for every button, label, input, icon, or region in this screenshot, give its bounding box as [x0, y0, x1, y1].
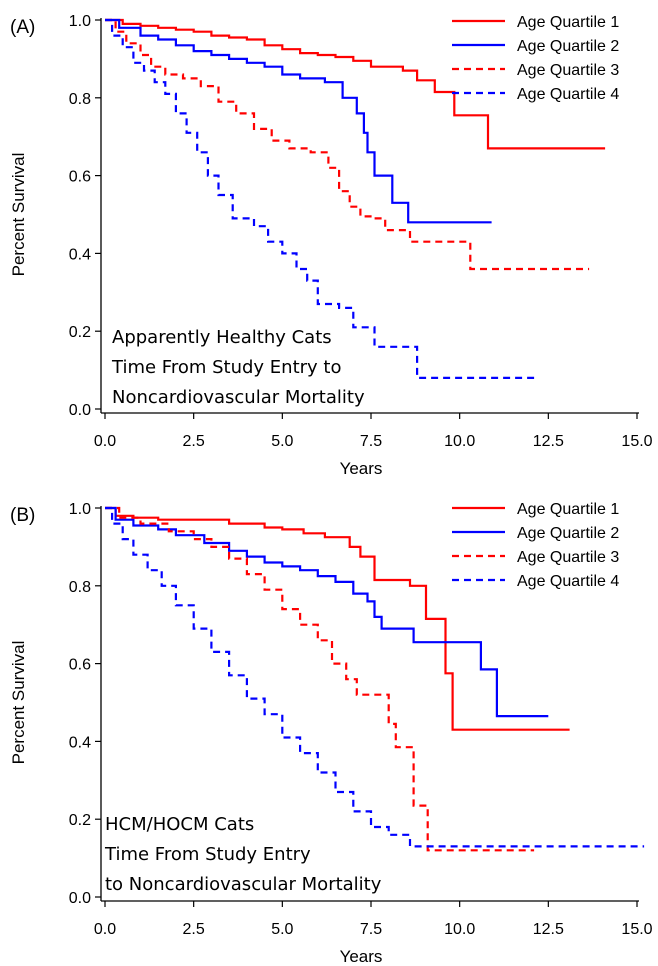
y-tick-label: 0.4 [69, 246, 91, 263]
chart-panel-a: (A) 0.0 0.2 0.4 0.6 0.8 1.0 0.0 2.5 5.0 7.5 10.0 12.… [9, 13, 653, 478]
x-tick-label: 10.0 [444, 921, 475, 938]
y-tick-label: 0.2 [69, 812, 91, 829]
y-tick-label: 0.6 [69, 657, 91, 674]
x-tick-label: 5.0 [271, 433, 293, 450]
legend-label: Age Quartile 2 [517, 38, 619, 55]
y-tick-label: 1.0 [69, 13, 91, 30]
x-axis-title: Years [340, 459, 383, 478]
series-line-age-quartile-3 [105, 506, 535, 852]
series-line-age-quartile-2 [105, 18, 492, 224]
x-axis-title: Years [340, 947, 383, 966]
x-tick-label: 2.5 [183, 921, 205, 938]
x-tick-label: 7.5 [360, 433, 382, 450]
chart-annotation-line: Apparently Healthy Cats [112, 327, 332, 348]
x-tick-label: 7.5 [360, 921, 382, 938]
y-axis-title: Percent Survival [9, 153, 28, 277]
y-tick-label: 0.8 [69, 91, 91, 108]
x-tick-label: 2.5 [183, 433, 205, 450]
y-tick-label: 0.0 [69, 402, 91, 419]
chart-panel-b: (B) 0.0 0.2 0.4 0.6 0.8 1.0 0.0 2.5 5.0 7.5 10.0 12.… [9, 501, 653, 966]
legend-label: Age Quartile 2 [517, 525, 619, 542]
y-tick-label: 0.0 [69, 890, 91, 907]
series-line-age-quartile-3 [105, 18, 590, 271]
legend-label: Age Quartile 1 [517, 501, 619, 518]
panel-label: (A) [10, 17, 35, 38]
chart-annotation-line: Noncardiovascular Mortality [112, 387, 365, 408]
x-tick-label: 0.0 [94, 433, 116, 450]
x-tick-label: 15.0 [621, 921, 652, 938]
legend-label: Age Quartile 4 [517, 86, 619, 103]
x-tick-label: 10.0 [444, 433, 475, 450]
x-tick-label: 0.0 [94, 921, 116, 938]
legend-label: Age Quartile 1 [517, 14, 619, 31]
series-line-age-quartile-1 [105, 506, 570, 731]
y-tick-label: 0.8 [69, 579, 91, 596]
panel-label: (B) [10, 505, 35, 526]
chart-annotation-line: Time From Study Entry to [111, 357, 341, 378]
y-tick-label: 0.4 [69, 734, 91, 751]
x-tick-label: 15.0 [621, 433, 652, 450]
series-line-age-quartile-2 [105, 506, 549, 718]
y-tick-label: 0.2 [69, 324, 91, 341]
series-line-age-quartile-1 [105, 18, 606, 150]
series-line-age-quartile-4 [105, 18, 535, 379]
y-tick-label: 0.6 [69, 169, 91, 186]
y-axis-title: Percent Survival [9, 641, 28, 765]
y-tick-label: 1.0 [69, 501, 91, 518]
legend-label: Age Quartile 3 [517, 549, 619, 566]
x-tick-label: 12.5 [533, 921, 564, 938]
legend-label: Age Quartile 4 [517, 573, 619, 590]
legend-label: Age Quartile 3 [517, 62, 619, 79]
chart-annotation-line: Time From Study Entry [104, 844, 311, 865]
chart-annotation-line: to Noncardiovascular Mortality [105, 874, 382, 895]
x-tick-label: 5.0 [271, 921, 293, 938]
x-tick-label: 12.5 [533, 433, 564, 450]
chart-annotation-line: HCM/HOCM Cats [105, 814, 254, 835]
